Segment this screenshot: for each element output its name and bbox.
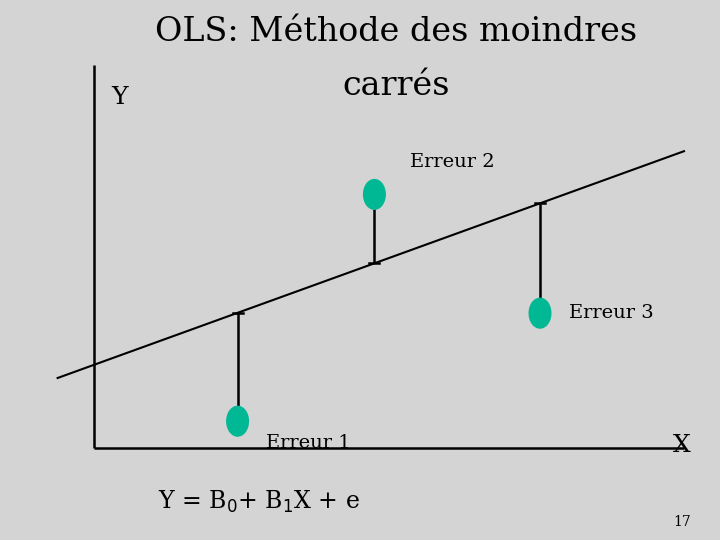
Ellipse shape: [227, 406, 248, 436]
Text: 17: 17: [673, 515, 691, 529]
Text: Y: Y: [112, 86, 128, 109]
Text: X: X: [673, 434, 691, 457]
Text: Y = B$_0$+ B$_1$X + e: Y = B$_0$+ B$_1$X + e: [158, 489, 360, 515]
Text: Erreur 3: Erreur 3: [569, 304, 654, 322]
Text: Erreur 1: Erreur 1: [266, 434, 351, 452]
Ellipse shape: [364, 179, 385, 209]
Text: OLS: Méthode des moindres: OLS: Méthode des moindres: [155, 16, 637, 48]
Ellipse shape: [529, 298, 551, 328]
Text: Erreur 2: Erreur 2: [410, 153, 495, 171]
Text: carrés: carrés: [342, 70, 450, 102]
